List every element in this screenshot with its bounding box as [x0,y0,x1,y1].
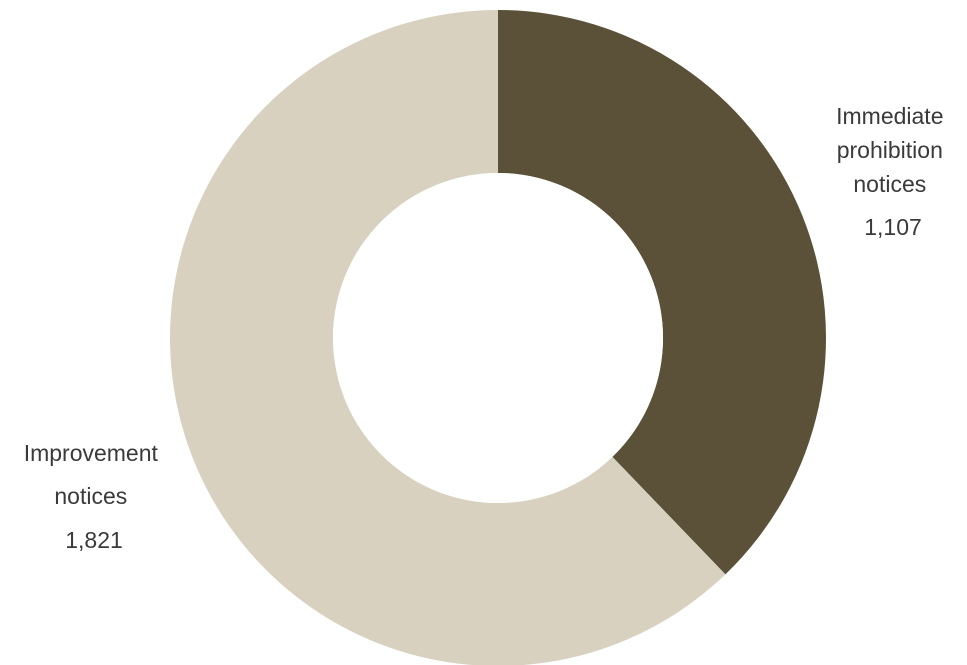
slice-label-line: notices [853,171,926,197]
slice-label-improvement: Improvement notices 1,821 [24,440,165,553]
slice-label-line: Improvement [24,440,159,466]
donut-slice-immediate-prohibition [498,10,826,575]
slice-label-line: Immediate [836,103,943,129]
donut-slices [170,10,826,665]
slice-value-label: 1,821 [65,527,123,553]
slice-value-label: 1,107 [864,214,922,240]
donut-hole [333,173,663,503]
slice-label-line: notices [54,483,127,509]
slice-label-line: prohibition [837,137,943,163]
donut-slice-improvement [170,10,726,665]
slice-label-immediate-prohibition: Immediate prohibition notices 1,107 [836,103,950,240]
